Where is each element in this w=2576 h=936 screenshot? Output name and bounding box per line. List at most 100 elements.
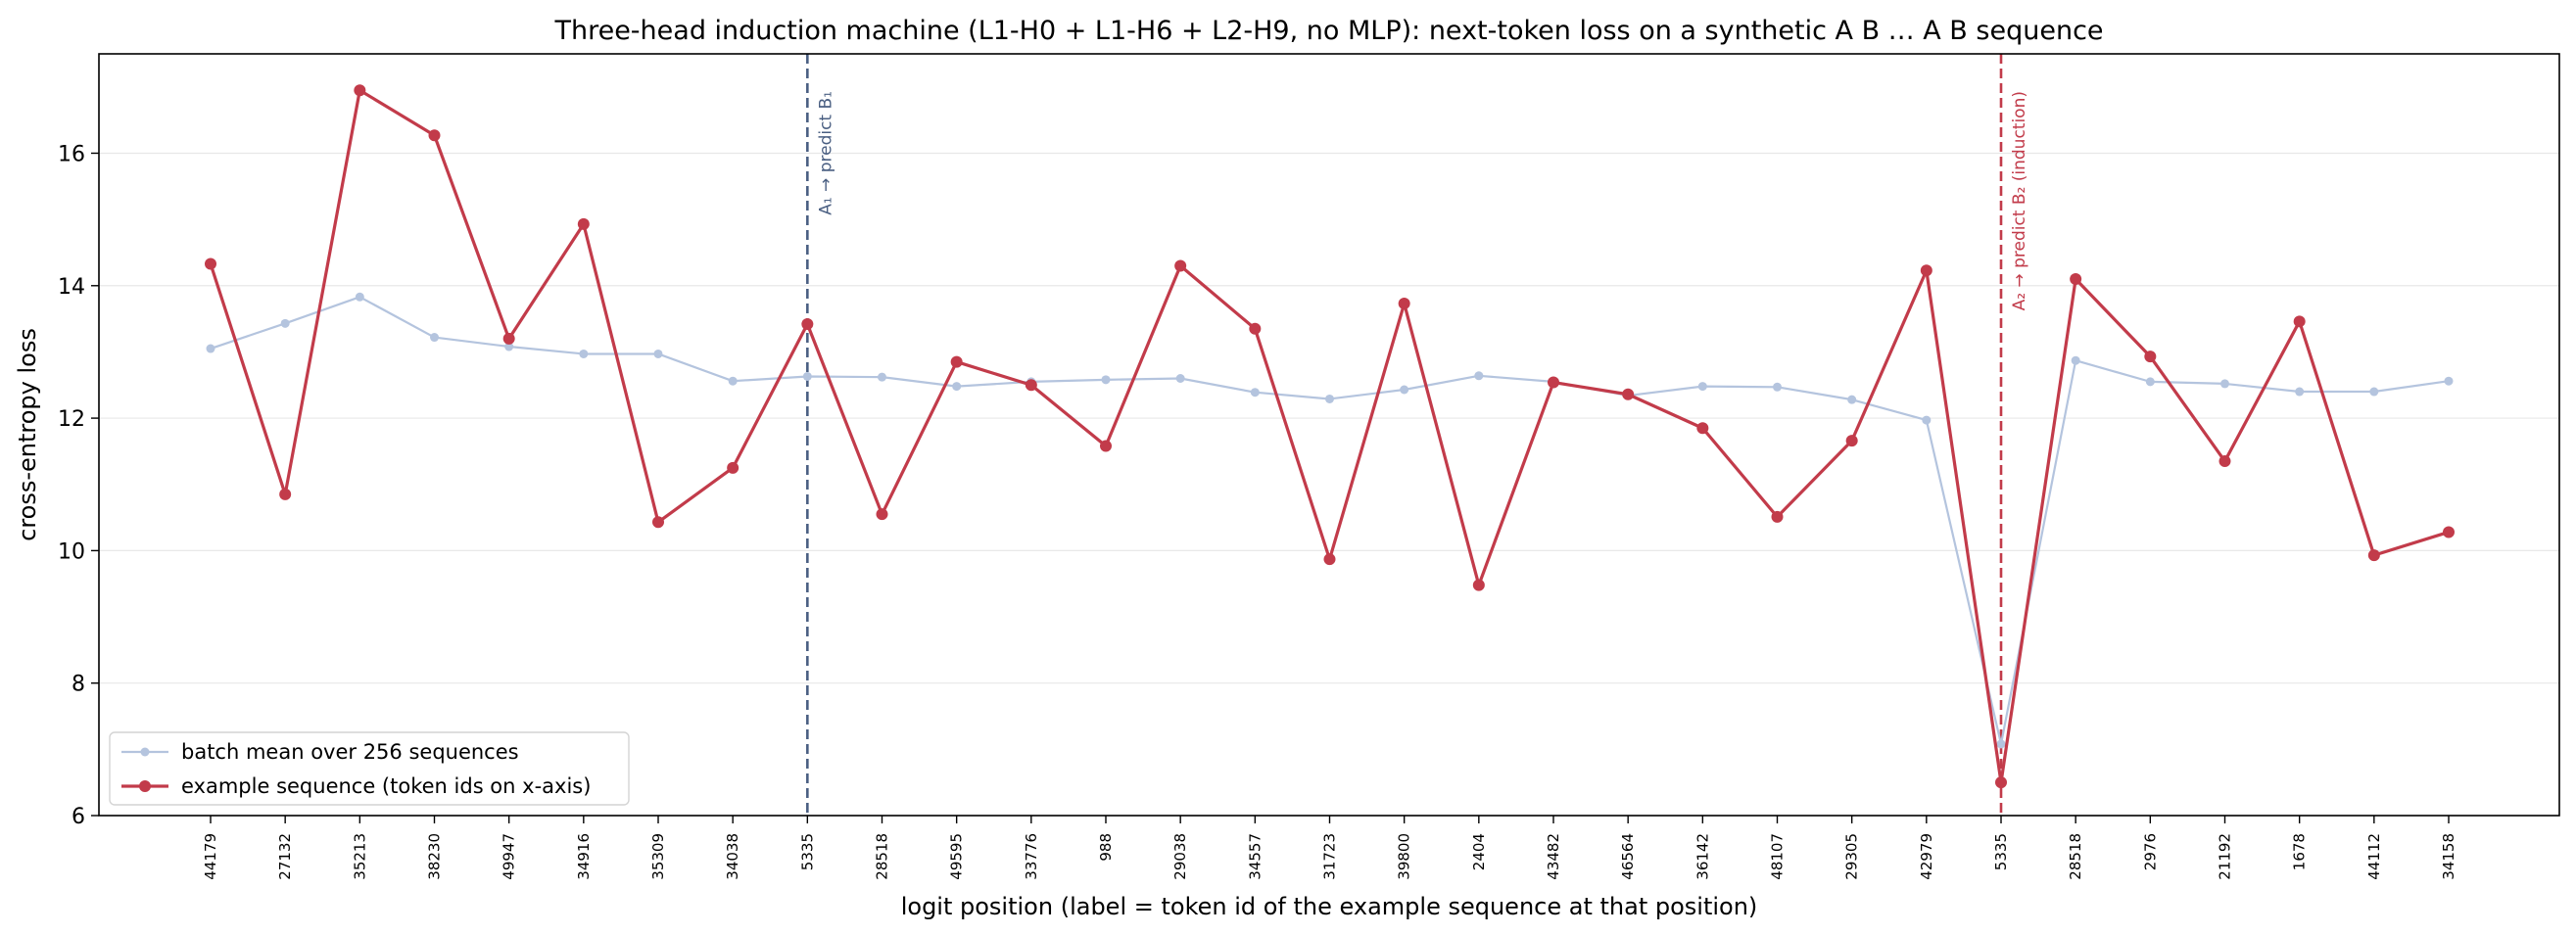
x-tick-label-23: 42979 [1918, 833, 1935, 880]
x-tick-label-4: 49947 [501, 833, 518, 880]
series-0-point-30 [2444, 376, 2454, 386]
x-tick-label-3: 38230 [426, 833, 444, 880]
series-1-point-22 [1845, 435, 1858, 447]
series-1-point-20 [1696, 422, 1709, 435]
x-tick-label-28: 1678 [2291, 833, 2309, 870]
plot-frame [98, 53, 2560, 817]
series-1-point-9 [876, 508, 888, 521]
x-tick-label-18: 43482 [1545, 833, 1562, 880]
x-tick-label-6: 35309 [649, 833, 667, 880]
x-tick-label-1: 27132 [276, 833, 294, 880]
series-1 [205, 84, 2455, 789]
series-0-point-23 [1922, 415, 1932, 425]
series-1-point-17 [1472, 579, 1485, 591]
series-0-point-20 [1697, 382, 1707, 392]
series-0-point-17 [1474, 371, 1484, 381]
series-0-point-7 [728, 376, 738, 386]
annotation-lines [806, 54, 2003, 816]
series-1-point-12 [1100, 440, 1112, 452]
series-0-point-1 [280, 318, 290, 328]
series-1-point-29 [2367, 549, 2380, 562]
series-1-point-4 [502, 332, 515, 345]
legend-box [109, 731, 630, 806]
series-0-point-14 [1250, 388, 1260, 398]
x-tick-label-25: 28518 [2067, 833, 2084, 880]
series-0-point-29 [2369, 387, 2379, 397]
series-0-point-27 [2220, 379, 2229, 389]
x-axis-ticks: 44179 27132 35213 38230 49947 34916 35309 34038… [202, 816, 2457, 880]
x-tick-label-22: 29305 [1843, 833, 1861, 880]
series-0-point-9 [878, 372, 886, 382]
series-1-point-15 [1323, 553, 1336, 566]
series-0-point-0 [206, 344, 215, 353]
series-layer [205, 84, 2455, 789]
series-0-point-25 [2071, 355, 2080, 365]
series-1-point-8 [801, 318, 814, 331]
series-0 [206, 292, 2454, 749]
y-tick-label-12: 12 [58, 407, 85, 432]
x-tick-label-11: 33776 [1023, 833, 1040, 880]
series-0-point-16 [1400, 385, 1409, 395]
annotation-label-1: A₂ → predict B₂ (induction) [2010, 91, 2029, 310]
series-0-point-2 [355, 292, 364, 302]
x-tick-label-5: 34916 [575, 833, 593, 880]
series-1-point-19 [1622, 388, 1635, 400]
x-tick-label-9: 28518 [874, 833, 891, 880]
x-tick-label-17: 2404 [1470, 833, 1488, 870]
series-0-point-8 [802, 371, 812, 381]
y-axis-label: cross-entropy loss [14, 328, 41, 541]
series-0-point-22 [1847, 395, 1857, 404]
y-axis-ticks: 6 8 10 12 14 16 [58, 142, 99, 829]
legend-marker-1 [139, 780, 151, 792]
x-axis-label: logit position (label = token id of the … [901, 893, 1758, 920]
series-0-point-21 [1773, 382, 1782, 392]
series-1-point-0 [205, 257, 216, 270]
series-1-point-7 [727, 461, 739, 474]
series-1-point-13 [1174, 259, 1187, 272]
series-0-point-26 [2145, 377, 2155, 387]
x-tick-label-15: 31723 [1321, 833, 1339, 880]
series-0-point-13 [1175, 373, 1185, 383]
legend-marker-0 [140, 747, 150, 757]
series-1-point-18 [1548, 376, 1559, 389]
x-tick-label-8: 5335 [798, 833, 816, 870]
x-tick-label-21: 48107 [1769, 833, 1787, 880]
x-tick-label-26: 2976 [2141, 833, 2159, 870]
series-0-point-10 [952, 382, 962, 392]
series-0-point-12 [1101, 375, 1111, 385]
series-1-point-21 [1771, 510, 1784, 523]
x-tick-label-16: 39800 [1396, 833, 1413, 880]
series-line-1 [209, 88, 2450, 784]
legend: batch mean over 256 sequences example seq… [109, 731, 630, 806]
y-tick-label-10: 10 [58, 539, 85, 564]
series-0-point-5 [579, 349, 589, 358]
series-1-point-24 [1995, 776, 2007, 789]
y-tick-label-16: 16 [58, 142, 85, 166]
x-tick-label-10: 49595 [948, 833, 966, 880]
series-0-point-24 [1996, 739, 2006, 749]
series-line-0 [210, 296, 2450, 746]
annotation-labels: A₁ → predict B₁ A₂ → predict B₂ (inductio… [816, 91, 2029, 310]
x-tick-label-12: 988 [1097, 833, 1115, 862]
series-1-point-23 [1920, 264, 1932, 277]
series-1-point-10 [950, 355, 963, 368]
series-1-point-1 [279, 488, 292, 500]
x-tick-label-29: 44112 [2365, 833, 2383, 880]
legend-label-1: example sequence (token ids on x-axis) [181, 774, 591, 798]
series-1-point-25 [2070, 273, 2082, 286]
series-1-point-30 [2443, 526, 2455, 538]
x-tick-label-30: 34158 [2440, 833, 2457, 880]
series-1-point-3 [428, 129, 441, 142]
series-1-point-5 [577, 217, 590, 230]
x-tick-label-24: 5335 [1992, 833, 2010, 870]
series-1-point-27 [2218, 455, 2231, 468]
series-1-point-6 [652, 516, 664, 529]
x-tick-label-27: 21192 [2217, 833, 2234, 880]
series-1-point-2 [354, 84, 366, 97]
x-tick-label-14: 34557 [1246, 833, 1264, 880]
x-tick-label-7: 34038 [724, 833, 741, 880]
series-1-point-28 [2293, 315, 2306, 328]
x-tick-label-0: 44179 [202, 833, 219, 880]
y-tick-label-14: 14 [58, 275, 85, 300]
